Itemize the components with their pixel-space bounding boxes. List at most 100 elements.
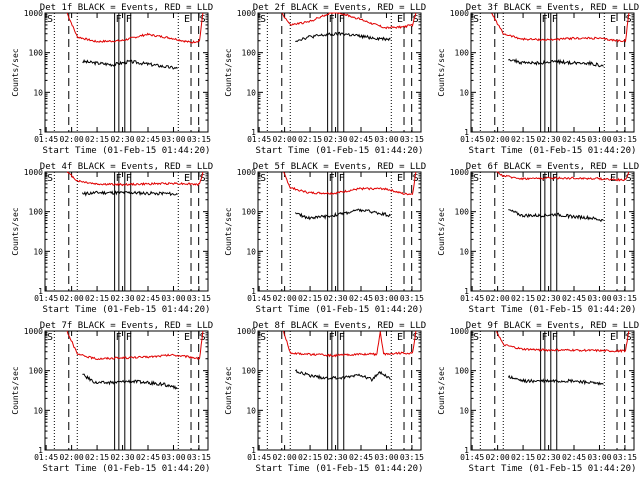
y-tick-label: 10 [459,247,469,256]
x-tick-label: 03:15 [613,294,637,303]
mark-label: S [626,332,632,343]
lld-series-line [281,12,417,30]
y-tick-label: 1 [38,446,43,455]
x-tick-label: 03:00 [374,294,398,303]
x-tick-label: 03:00 [374,135,398,144]
x-tick-label: 02:00 [273,294,297,303]
events-series-line [508,58,604,68]
mark-label: S [47,173,53,184]
x-axis-label: Start Time (01-Feb-15 01:44:20) [43,146,211,156]
x-tick-label: 01:45 [34,294,58,303]
mark-label: S [200,173,206,184]
y-tick-label: 1000 [237,9,256,18]
lld-series-line [496,171,630,182]
detector-panel: Det 5f BLACK = Events, RED = LLD 1 10 100 10… [224,162,426,315]
x-tick-label: 01:45 [460,135,484,144]
x-tick-label: 02:30 [110,135,134,144]
x-tick-label: 02:45 [349,453,373,462]
detector-panel: Det 7f BLACK = Events, RED = LLD 1 10 100 10… [11,321,213,474]
y-tick-label: 10 [246,406,256,415]
x-tick-label: 02:45 [562,294,586,303]
x-tick-label: 03:00 [374,453,398,462]
x-tick-label: 02:00 [273,135,297,144]
panel-title: Det 2f BLACK = Events, RED = LLD [253,3,426,13]
panel-title: Det 6f BLACK = Events, RED = LLD [466,162,639,172]
x-tick-label: 02:30 [323,453,347,462]
y-tick-label: 100 [242,367,257,376]
panel-title: Det 1f BLACK = Events, RED = LLD [40,3,213,13]
x-tick-label: 03:00 [587,453,611,462]
x-tick-label: 02:15 [298,294,322,303]
detector-panel: Det 2f BLACK = Events, RED = LLD 1 10 100 10… [224,3,426,156]
x-tick-label: 03:15 [400,135,424,144]
mark-label: F [542,332,548,343]
x-tick-label: 01:45 [247,453,271,462]
y-axis-label: Counts/sec [11,48,20,96]
x-tick-label: 02:30 [536,135,560,144]
x-tick-label: 03:15 [400,453,424,462]
detector-panel: Det 8f BLACK = Events, RED = LLD 1 10 100 10… [224,321,426,474]
x-tick-label: 02:30 [536,294,560,303]
lld-series-line [491,12,630,43]
x-tick-label: 02:00 [486,294,510,303]
y-tick-label: 100 [242,49,257,58]
x-tick-label: 02:30 [323,294,347,303]
panel-title: Det 8f BLACK = Events, RED = LLD [253,321,426,331]
x-tick-label: 03:00 [587,294,611,303]
x-axis-label: Start Time (01-Feb-15 01:44:20) [256,305,424,315]
x-tick-label: 02:15 [511,135,535,144]
plot-frame [257,12,422,133]
y-tick-label: 1 [251,446,256,455]
detector-panel: Det 3f BLACK = Events, RED = LLD 1 10 100 10… [437,3,639,156]
y-tick-label: 10 [459,406,469,415]
y-axis-label: Counts/sec [224,48,233,96]
x-tick-label: 01:45 [34,453,58,462]
y-tick-label: 100 [29,367,44,376]
mark-label: F [126,332,132,343]
x-tick-label: 02:00 [60,453,84,462]
mark-label: S [200,14,206,25]
plot-frame [44,330,209,451]
x-tick-label: 02:45 [562,453,586,462]
y-axis-label: Counts/sec [11,366,20,414]
plot-frame [44,12,209,133]
x-tick-label: 02:45 [136,135,160,144]
y-tick-label: 1 [38,287,43,296]
y-tick-label: 1 [464,287,469,296]
mark-label: E [397,14,403,25]
mark-label: S [260,14,266,25]
mark-label: S [413,14,419,25]
y-tick-label: 10 [246,247,256,256]
mark-label: F [126,173,132,184]
lld-series-line [66,171,204,187]
x-tick-label: 01:45 [34,135,58,144]
detector-panel: Det 6f BLACK = Events, RED = LLD 1 10 100 10… [437,162,639,315]
mark-label: F [116,14,122,25]
mark-label: E [397,332,403,343]
y-axis-label: Counts/sec [437,207,446,255]
mark-label: S [473,332,479,343]
y-tick-label: 1000 [450,168,469,177]
y-tick-label: 1000 [237,168,256,177]
mark-label: F [116,332,122,343]
panel-title: Det 5f BLACK = Events, RED = LLD [253,162,426,172]
x-tick-label: 03:00 [161,453,185,462]
mark-label: F [542,14,548,25]
mark-label: F [329,332,335,343]
y-tick-label: 1000 [24,168,43,177]
y-tick-label: 10 [246,88,256,97]
y-tick-label: 1000 [24,327,43,336]
x-tick-label: 02:15 [85,453,109,462]
x-tick-label: 02:00 [60,294,84,303]
lld-series-line [66,330,204,361]
mark-label: S [260,173,266,184]
x-tick-label: 02:15 [298,453,322,462]
x-axis-label: Start Time (01-Feb-15 01:44:20) [256,146,424,156]
events-series-line [82,373,178,390]
mark-label: S [47,332,53,343]
y-tick-label: 100 [242,208,257,217]
x-tick-label: 03:00 [587,135,611,144]
y-tick-label: 100 [455,367,470,376]
mark-label: S [413,173,419,184]
y-tick-label: 1000 [24,9,43,18]
